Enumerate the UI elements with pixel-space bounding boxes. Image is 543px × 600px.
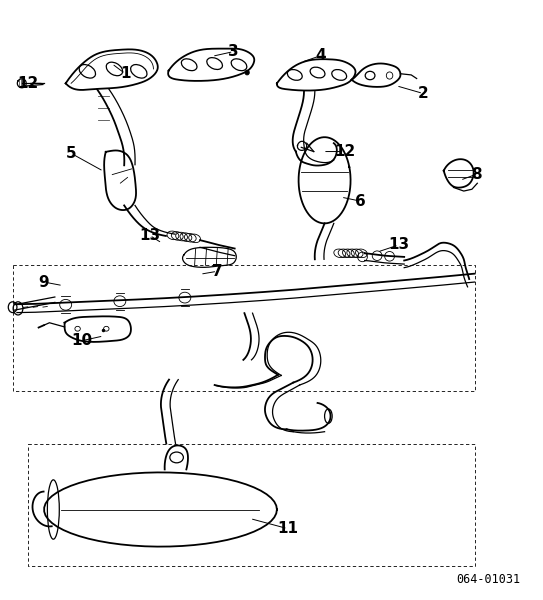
Text: 7: 7 bbox=[212, 264, 223, 279]
Text: 11: 11 bbox=[277, 521, 298, 536]
Text: 064-01031: 064-01031 bbox=[457, 573, 521, 586]
Text: 13: 13 bbox=[139, 228, 160, 243]
Text: 13: 13 bbox=[388, 238, 409, 253]
Text: 10: 10 bbox=[71, 333, 92, 348]
Text: 5: 5 bbox=[66, 146, 77, 161]
Text: 1: 1 bbox=[120, 66, 130, 81]
Text: 12: 12 bbox=[334, 144, 355, 159]
Text: 8: 8 bbox=[471, 167, 482, 182]
Text: 2: 2 bbox=[418, 86, 428, 101]
Ellipse shape bbox=[245, 70, 249, 75]
Text: 9: 9 bbox=[39, 275, 49, 290]
Text: 4: 4 bbox=[315, 48, 326, 63]
Text: 6: 6 bbox=[356, 194, 366, 209]
Text: 12: 12 bbox=[17, 76, 39, 91]
Text: 3: 3 bbox=[228, 44, 239, 59]
